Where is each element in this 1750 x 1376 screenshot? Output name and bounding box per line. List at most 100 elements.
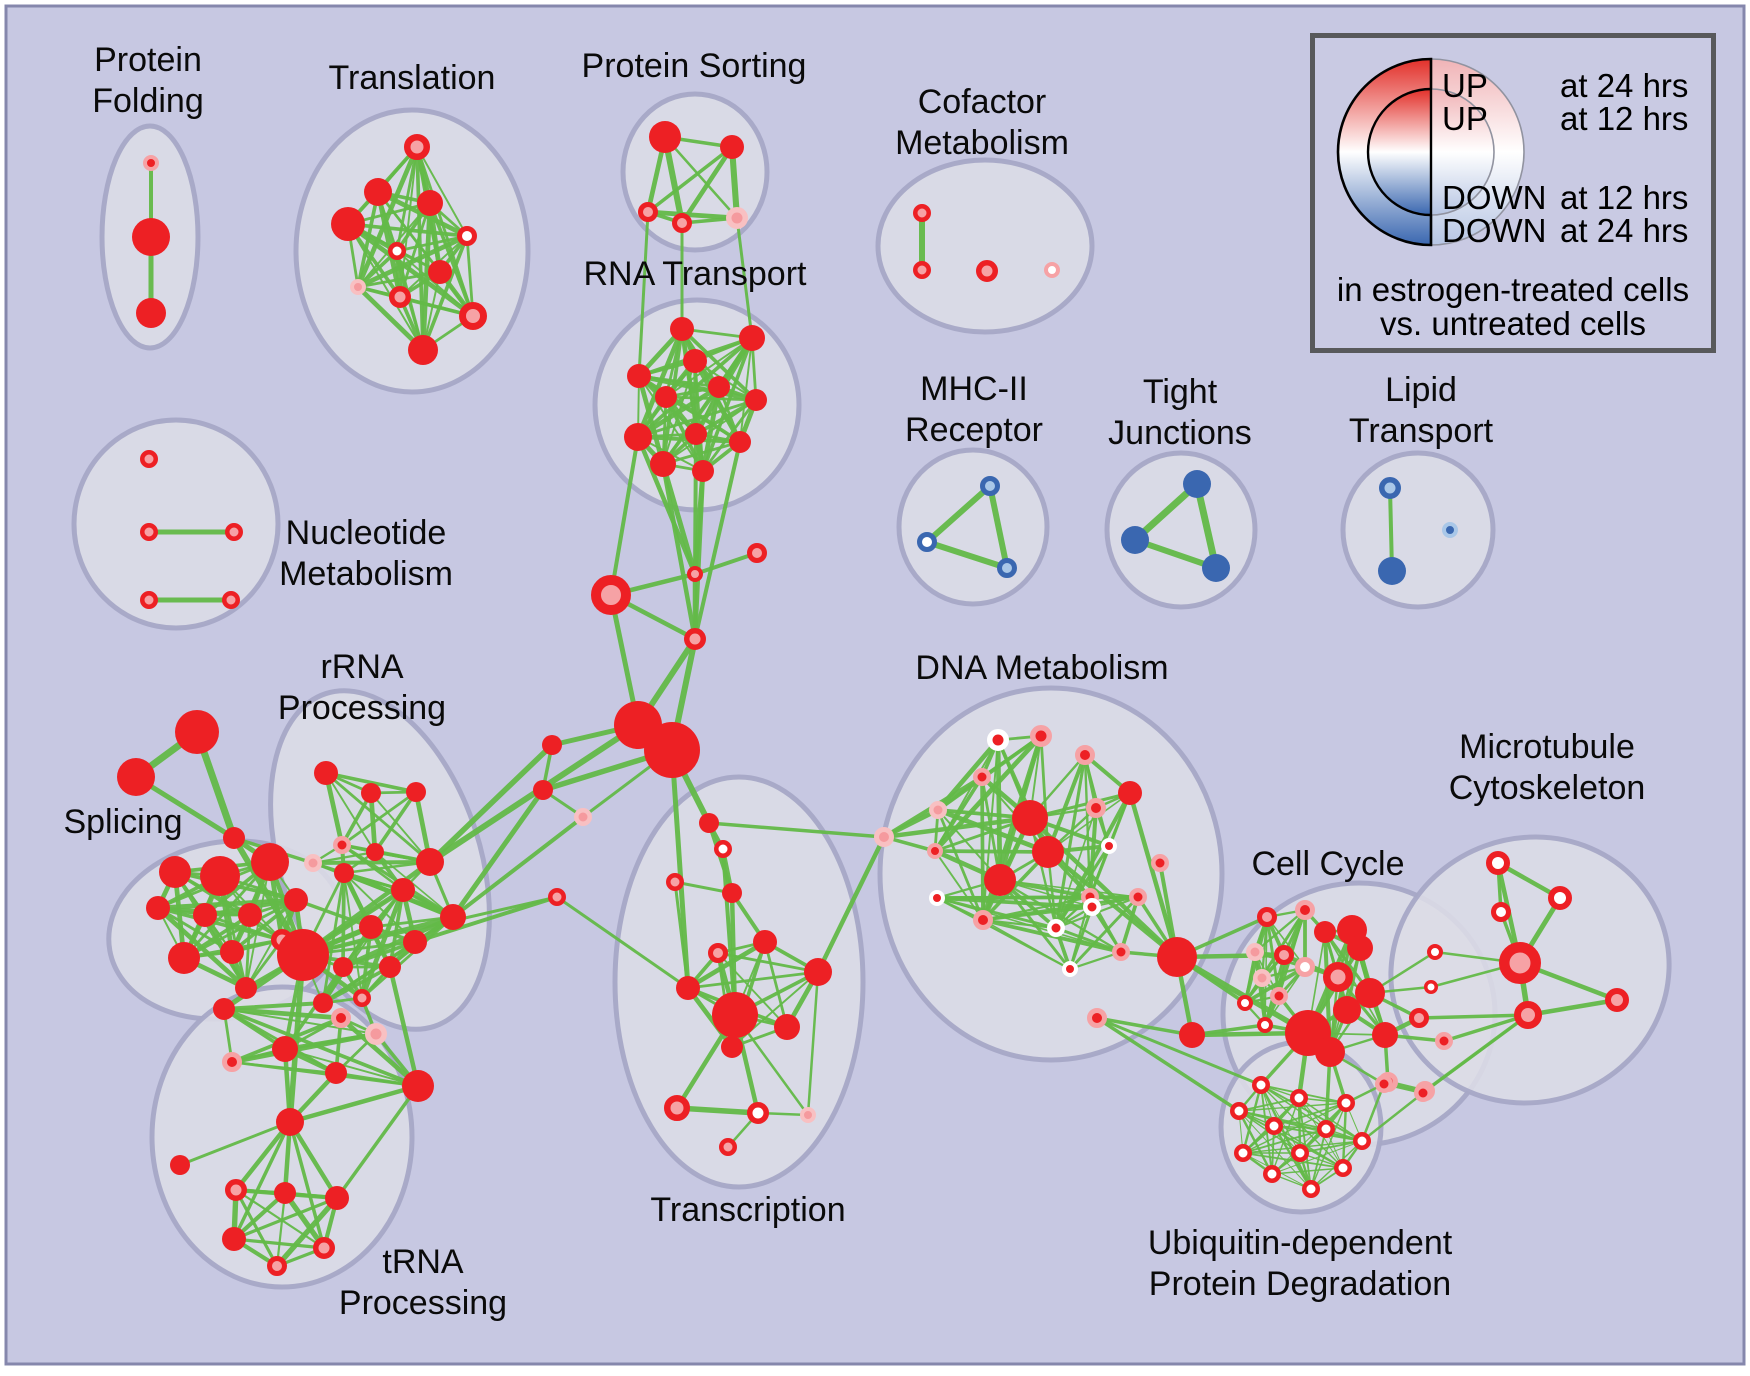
- edge: [686, 970, 820, 990]
- node-t7: [428, 260, 452, 284]
- node-t5: [457, 226, 477, 246]
- node-r11: [440, 904, 466, 930]
- node-cm1: [913, 204, 931, 222]
- edge: [635, 326, 685, 440]
- node-m4: [722, 883, 742, 903]
- node-tn1: [213, 998, 235, 1020]
- cluster-label-protein_sorting-line1: Protein Sorting: [582, 47, 807, 85]
- legend-row-time: at 12 hrs: [1560, 179, 1689, 216]
- node-mh3: [997, 558, 1017, 578]
- edge: [345, 221, 476, 319]
- node-u3: [1337, 1094, 1355, 1112]
- node-r10: [359, 915, 383, 939]
- node-pf1: [143, 155, 159, 171]
- node-u11: [1263, 1165, 1281, 1183]
- node-r4: [333, 836, 351, 854]
- cluster-label-tight-line2: Junctions: [1108, 414, 1252, 452]
- edge: [1045, 849, 1180, 960]
- node-c10: [1253, 969, 1271, 987]
- node-tn8: [276, 1108, 304, 1136]
- edge: [806, 970, 820, 1117]
- edge: [1271, 1102, 1347, 1175]
- node-rt6: [655, 386, 677, 408]
- cluster-label-rrna-line2: Processing: [278, 689, 446, 727]
- edge: [685, 939, 768, 991]
- cluster-label-cofactor-line1: Cofactor: [918, 83, 1047, 121]
- edge: [244, 913, 252, 990]
- edge: [387, 964, 421, 1089]
- edge: [1237, 1109, 1364, 1143]
- edge: [325, 772, 376, 853]
- node-r12: [403, 930, 427, 954]
- edge: [1242, 1128, 1327, 1154]
- edge: [335, 1084, 420, 1200]
- node-tn5: [365, 1023, 387, 1045]
- cluster-label-transcription-line1: Transcription: [650, 1191, 845, 1229]
- node-d10: [984, 864, 1016, 896]
- node-t10: [459, 302, 487, 330]
- edge: [221, 1006, 344, 1021]
- node-cm4: [1044, 262, 1060, 278]
- edge: [1095, 1016, 1194, 1037]
- node-tn11: [274, 1182, 296, 1204]
- node-u8: [1234, 1144, 1252, 1162]
- edge: [701, 398, 758, 473]
- edge: [282, 1190, 327, 1251]
- cluster-ellipse-nucleotide: [71, 417, 281, 631]
- edge: [1263, 908, 1307, 1027]
- node-d3: [1075, 745, 1095, 765]
- edge: [645, 209, 740, 221]
- node-d4: [973, 768, 991, 786]
- edge: [674, 1105, 761, 1116]
- node-t4: [417, 190, 443, 216]
- edge: [1174, 954, 1311, 1036]
- edge: [662, 399, 757, 465]
- edge: [935, 896, 1058, 930]
- node-d25: [1157, 937, 1197, 977]
- node-t1: [404, 134, 430, 160]
- node-d24: [1087, 1008, 1107, 1028]
- legend-row-word: UP: [1442, 100, 1488, 137]
- node-h3: [591, 575, 631, 615]
- edge: [673, 880, 690, 990]
- cluster-label-microtubule-line2: Cytoskeleton: [1449, 769, 1646, 807]
- edge: [1243, 965, 1307, 1005]
- node-nm1: [140, 450, 158, 468]
- node-d5: [929, 801, 947, 819]
- node-d23: [1062, 961, 1078, 977]
- node-r13: [277, 929, 329, 981]
- node-rt1: [670, 317, 694, 341]
- cluster-label-nucleotide-line2: Metabolism: [279, 555, 453, 593]
- cluster-label-mhc-line2: Receptor: [905, 411, 1043, 449]
- node-ur1: [1375, 1075, 1393, 1093]
- edge: [324, 771, 418, 794]
- edge: [396, 250, 474, 317]
- edge: [355, 144, 420, 290]
- node-c5: [1246, 943, 1264, 961]
- cluster-ellipse-mhc: [896, 447, 1050, 607]
- cluster-label-splicing-line1: Splicing: [63, 803, 182, 841]
- node-r6: [366, 843, 384, 861]
- edge: [1127, 790, 1180, 960]
- node-mt5: [1514, 1001, 1542, 1029]
- node-tj2: [1183, 470, 1211, 498]
- edge: [693, 551, 759, 576]
- legend-inner-left-half: [1366, 87, 1433, 217]
- node-cm2: [913, 261, 931, 279]
- edge: [222, 1007, 420, 1088]
- edge: [982, 919, 1071, 970]
- node-ta: [175, 710, 219, 754]
- node-mt6: [1605, 988, 1629, 1012]
- node-h2: [747, 543, 767, 563]
- node-rt5: [708, 376, 730, 398]
- node-c1: [1257, 907, 1277, 927]
- node-r14: [333, 957, 353, 977]
- node-t8: [350, 279, 366, 295]
- node-x10: [800, 1107, 816, 1123]
- edge: [1047, 792, 1131, 853]
- edge: [636, 373, 759, 403]
- edge: [323, 770, 345, 848]
- node-r17: [313, 993, 333, 1013]
- edge: [735, 216, 754, 340]
- edge: [341, 871, 346, 969]
